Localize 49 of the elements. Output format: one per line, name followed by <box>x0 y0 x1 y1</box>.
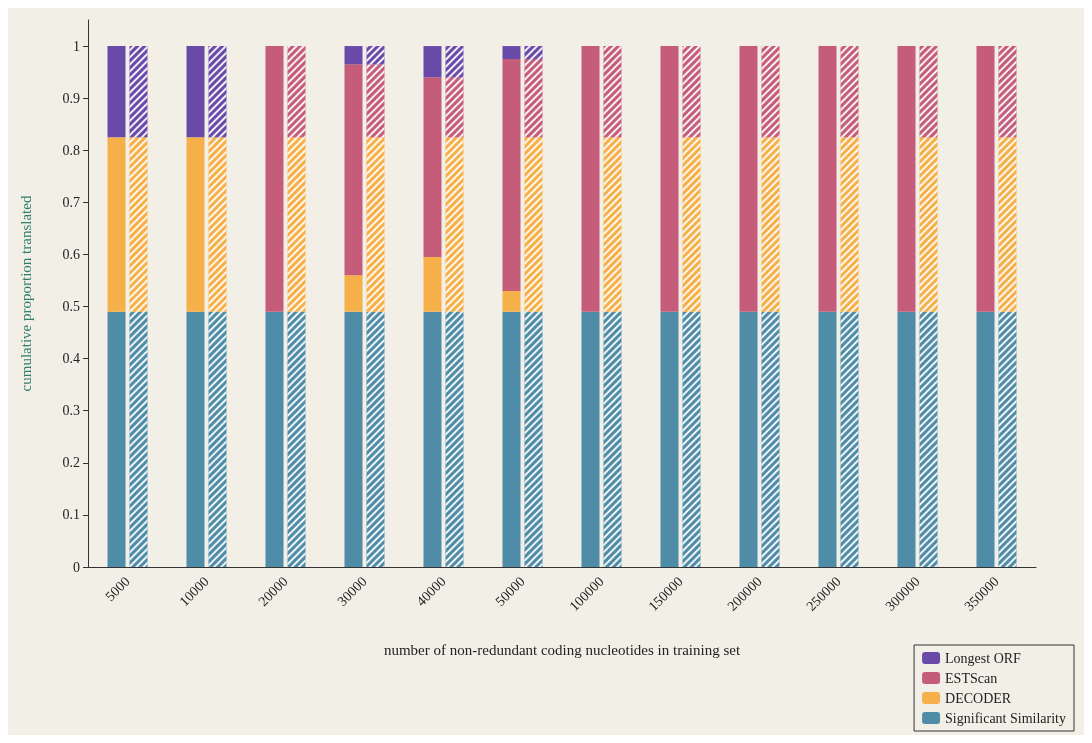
bar <box>423 257 442 312</box>
bar <box>502 311 521 567</box>
bar <box>581 46 600 312</box>
y-tick-label: 0.6 <box>62 246 80 262</box>
bar <box>502 290 521 312</box>
bar <box>344 275 363 312</box>
bar <box>502 59 521 291</box>
bar <box>818 311 837 567</box>
bar <box>423 311 442 567</box>
bar <box>660 46 679 312</box>
bar <box>107 46 126 138</box>
bar <box>897 46 916 312</box>
bar <box>739 46 758 312</box>
x-axis-title: number of non-redundant coding nucleotides in training set <box>383 641 741 658</box>
bar <box>186 311 205 567</box>
bar <box>107 137 126 312</box>
bar <box>344 64 363 276</box>
y-tick-label: 0.5 <box>62 299 80 315</box>
bar <box>423 77 442 258</box>
bar <box>581 311 600 567</box>
bar <box>344 311 363 567</box>
bar <box>265 311 284 567</box>
bar <box>344 46 363 65</box>
bar <box>502 46 521 60</box>
bar <box>976 46 995 312</box>
y-tick-label: 0.9 <box>62 90 80 106</box>
bar <box>186 46 205 138</box>
y-tick-label: 1 <box>73 38 80 54</box>
legend-label: ESTScan <box>945 670 998 686</box>
legend-label: DECODER <box>945 690 1012 706</box>
bar <box>265 46 284 312</box>
y-tick-label: 0.4 <box>62 351 80 367</box>
y-tick-label: 0 <box>73 559 80 575</box>
legend-label: Longest ORF <box>945 650 1022 666</box>
y-tick-label: 0.1 <box>62 507 80 523</box>
bar <box>660 311 679 567</box>
y-tick-label: 0.2 <box>62 455 80 471</box>
bar <box>976 311 995 567</box>
bar <box>739 311 758 567</box>
y-tick-label: 0.3 <box>62 403 80 419</box>
y-tick-label: 0.7 <box>62 194 80 210</box>
bar <box>818 46 837 312</box>
bar <box>107 311 126 567</box>
legend-label: Significant Similarity <box>945 710 1066 726</box>
bar <box>423 46 442 78</box>
y-tick-label: 0.8 <box>62 142 80 158</box>
y-axis-title: cumulative proportion translated <box>17 195 34 392</box>
bar <box>186 137 205 312</box>
bar <box>897 311 916 567</box>
